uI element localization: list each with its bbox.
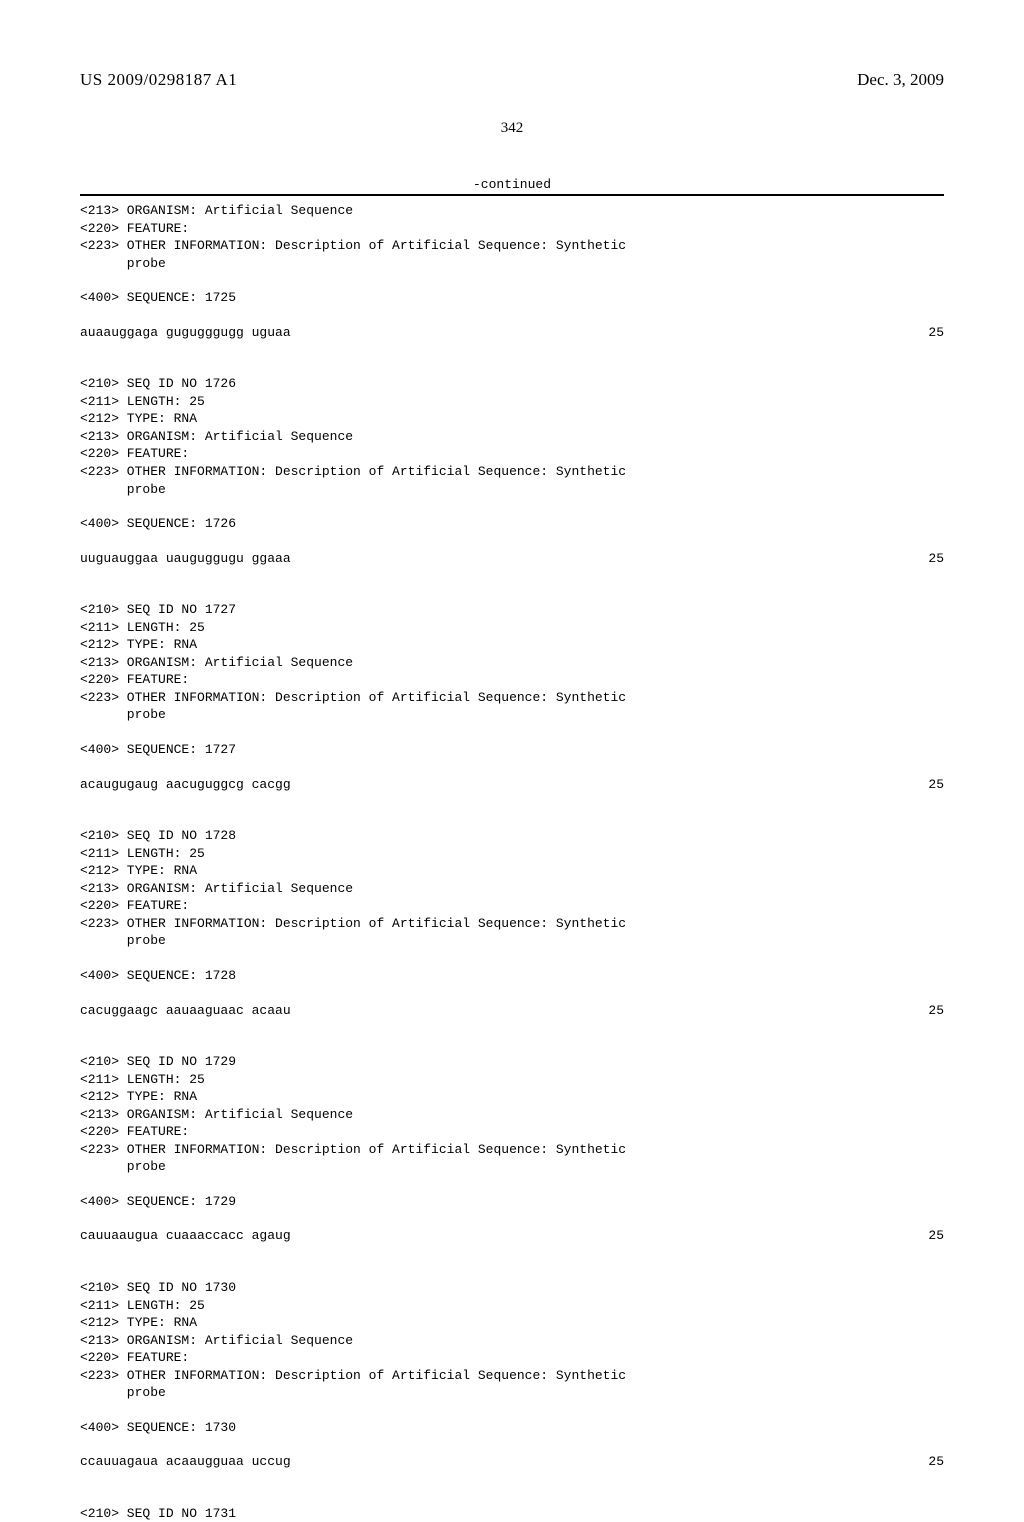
blank-line xyxy=(80,1019,944,1053)
sequence-length: 25 xyxy=(928,776,944,794)
sequence-meta-line: <210> SEQ ID NO 1726 xyxy=(80,375,944,393)
sequence-text: auaauggaga gugugggugg uguaa xyxy=(80,324,291,342)
sequence-label: <400> SEQUENCE: 1725 xyxy=(80,289,944,307)
blank-line xyxy=(80,567,944,601)
sequence-meta-line: <211> LENGTH: 25 xyxy=(80,845,944,863)
sequence-meta-line: probe xyxy=(80,1158,944,1176)
blank-line xyxy=(80,759,944,776)
sequence-meta-line: <223> OTHER INFORMATION: Description of … xyxy=(80,1141,944,1159)
sequence-meta-line: <213> ORGANISM: Artificial Sequence xyxy=(80,1332,944,1350)
sequence-meta-line: <220> FEATURE: xyxy=(80,671,944,689)
sequence-meta-line: probe xyxy=(80,706,944,724)
sequence-row: acaugugaug aacuguggcg cacgg 25 xyxy=(80,776,944,794)
sequence-meta-line: <220> FEATURE: xyxy=(80,1349,944,1367)
sequence-row: cacuggaagc aauaaguaac acaau 25 xyxy=(80,1002,944,1020)
blank-line xyxy=(80,1402,944,1419)
sequence-meta-line: <213> ORGANISM: Artificial Sequence xyxy=(80,428,944,446)
sequence-meta-line: <210> SEQ ID NO 1731 xyxy=(80,1505,944,1522)
sequence-meta-line: <213> ORGANISM: Artificial Sequence xyxy=(80,202,944,220)
publication-date: Dec. 3, 2009 xyxy=(857,70,944,90)
sequence-length: 25 xyxy=(928,1227,944,1245)
blank-line xyxy=(80,985,944,1002)
sequence-meta-line: probe xyxy=(80,932,944,950)
sequence-meta-line: <212> TYPE: RNA xyxy=(80,636,944,654)
sequence-meta-line: <211> LENGTH: 25 xyxy=(80,1071,944,1089)
sequence-length: 25 xyxy=(928,324,944,342)
sequence-length: 25 xyxy=(928,550,944,568)
blank-line xyxy=(80,1176,944,1193)
blank-line xyxy=(80,533,944,550)
sequence-meta-line: <212> TYPE: RNA xyxy=(80,862,944,880)
sequence-meta-line: <211> LENGTH: 25 xyxy=(80,1297,944,1315)
sequence-row: uuguauggaa uauguggugu ggaaa 25 xyxy=(80,550,944,568)
sequence-meta-line: <223> OTHER INFORMATION: Description of … xyxy=(80,689,944,707)
sequence-meta-line: <211> LENGTH: 25 xyxy=(80,393,944,411)
blank-line xyxy=(80,307,944,324)
blank-line xyxy=(80,498,944,515)
sequence-meta-line: <223> OTHER INFORMATION: Description of … xyxy=(80,1367,944,1385)
sequence-meta-line: <210> SEQ ID NO 1728 xyxy=(80,827,944,845)
sequence-label: <400> SEQUENCE: 1727 xyxy=(80,741,944,759)
sequence-meta-line: <213> ORGANISM: Artificial Sequence xyxy=(80,1106,944,1124)
sequence-meta-line: <210> SEQ ID NO 1729 xyxy=(80,1053,944,1071)
sequence-meta-line: <213> ORGANISM: Artificial Sequence xyxy=(80,654,944,672)
sequence-text: ccauuagaua acaaugguaa uccug xyxy=(80,1453,291,1471)
sequence-meta-line: probe xyxy=(80,1384,944,1402)
sequence-meta-line: <212> TYPE: RNA xyxy=(80,1314,944,1332)
sequence-listing-body: <213> ORGANISM: Artificial Sequence<220>… xyxy=(80,202,944,1522)
horizontal-rule-top xyxy=(80,194,944,196)
publication-number: US 2009/0298187 A1 xyxy=(80,70,237,90)
sequence-meta-line: <211> LENGTH: 25 xyxy=(80,619,944,637)
blank-line xyxy=(80,341,944,375)
sequence-meta-line: <220> FEATURE: xyxy=(80,1123,944,1141)
blank-line xyxy=(80,793,944,827)
sequence-length: 25 xyxy=(928,1002,944,1020)
sequence-meta-line: <220> FEATURE: xyxy=(80,445,944,463)
sequence-meta-line: <212> TYPE: RNA xyxy=(80,1088,944,1106)
sequence-label: <400> SEQUENCE: 1726 xyxy=(80,515,944,533)
continued-label: -continued xyxy=(80,177,944,192)
blank-line xyxy=(80,950,944,967)
blank-line xyxy=(80,272,944,289)
sequence-label: <400> SEQUENCE: 1730 xyxy=(80,1419,944,1437)
sequence-label: <400> SEQUENCE: 1729 xyxy=(80,1193,944,1211)
sequence-text: cauuaaugua cuaaaccacc agaug xyxy=(80,1227,291,1245)
sequence-length: 25 xyxy=(928,1453,944,1471)
blank-line xyxy=(80,1471,944,1505)
sequence-meta-line: <220> FEATURE: xyxy=(80,220,944,238)
page-header: US 2009/0298187 A1 Dec. 3, 2009 xyxy=(80,70,944,90)
sequence-meta-line: probe xyxy=(80,255,944,273)
sequence-meta-line: <223> OTHER INFORMATION: Description of … xyxy=(80,237,944,255)
sequence-meta-line: <212> TYPE: RNA xyxy=(80,410,944,428)
sequence-row: auaauggaga gugugggugg uguaa 25 xyxy=(80,324,944,342)
sequence-row: ccauuagaua acaaugguaa uccug 25 xyxy=(80,1453,944,1471)
page-number: 342 xyxy=(80,120,944,137)
sequence-meta-line: probe xyxy=(80,481,944,499)
sequence-text: acaugugaug aacuguggcg cacgg xyxy=(80,776,291,794)
sequence-label: <400> SEQUENCE: 1728 xyxy=(80,967,944,985)
sequence-meta-line: <210> SEQ ID NO 1727 xyxy=(80,601,944,619)
sequence-meta-line: <223> OTHER INFORMATION: Description of … xyxy=(80,915,944,933)
sequence-meta-line: <223> OTHER INFORMATION: Description of … xyxy=(80,463,944,481)
blank-line xyxy=(80,1245,944,1279)
sequence-text: cacuggaagc aauaaguaac acaau xyxy=(80,1002,291,1020)
sequence-meta-line: <213> ORGANISM: Artificial Sequence xyxy=(80,880,944,898)
blank-line xyxy=(80,1210,944,1227)
sequence-meta-line: <220> FEATURE: xyxy=(80,897,944,915)
sequence-text: uuguauggaa uauguggugu ggaaa xyxy=(80,550,291,568)
sequence-row: cauuaaugua cuaaaccacc agaug 25 xyxy=(80,1227,944,1245)
blank-line xyxy=(80,724,944,741)
blank-line xyxy=(80,1436,944,1453)
sequence-meta-line: <210> SEQ ID NO 1730 xyxy=(80,1279,944,1297)
